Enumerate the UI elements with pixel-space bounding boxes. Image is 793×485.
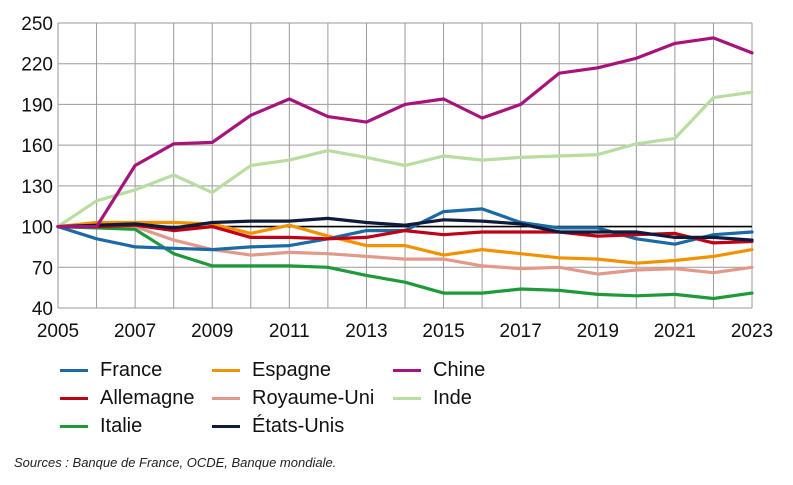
legend-label-inde: Inde (433, 387, 472, 409)
series-line-italie (56, 225, 754, 301)
legend-item-france: France (60, 360, 162, 380)
legend-item-royaume-uni: Royaume-Uni (212, 388, 374, 408)
x-tick-label-2013: 2013 (345, 321, 387, 342)
legend-swatch-espagne (212, 368, 240, 372)
x-tick-label-2017: 2017 (500, 321, 542, 342)
legend-swatch-chine (393, 368, 421, 372)
legend-swatch-inde (393, 396, 421, 400)
legend-item-chine: Chine (393, 360, 485, 380)
legend-swatch-france (60, 368, 88, 372)
x-tick-label-2009: 2009 (191, 321, 233, 342)
y-tick-label-160: 160 (21, 136, 53, 157)
source-note: Sources : Banque de France, OCDE, Banque… (14, 455, 337, 470)
legend-item-allemagne: Allemagne (60, 388, 195, 408)
series-line-chine (56, 36, 754, 229)
legend-item-inde: Inde (393, 388, 472, 408)
y-tick-label-190: 190 (21, 95, 53, 116)
legend-label-france: France (100, 359, 163, 381)
legend-item-espagne: Espagne (212, 360, 331, 380)
series-line-espagne (56, 220, 754, 265)
y-tick-label-250: 250 (21, 14, 53, 35)
x-tick-label-2021: 2021 (654, 321, 696, 342)
legend-swatch-etats-unis (212, 424, 240, 428)
x-tick-label-2023: 2023 (731, 321, 773, 342)
series-line-inde (56, 90, 754, 229)
line-chart: 40 70 100 130 160 190 220 250 2005 2007 2009 2011 20… (21, 14, 773, 342)
y-tick-label-70: 70 (32, 258, 53, 279)
x-tick-label-2007: 2007 (114, 321, 156, 342)
y-tick-label-220: 220 (21, 55, 53, 76)
legend-label-etats-unis: États-Unis (252, 415, 345, 437)
y-tick-label-40: 40 (32, 299, 53, 320)
legend-label-chine: Chine (433, 359, 486, 381)
legend-swatch-italie (60, 424, 88, 428)
y-tick-label-130: 130 (21, 177, 53, 198)
series-line-allemagne (56, 223, 754, 245)
series-line-etats-unis (56, 216, 754, 242)
legend-label-allemagne: Allemagne (100, 387, 195, 409)
legend-swatch-allemagne (60, 396, 88, 400)
legend-label-italie: Italie (100, 415, 143, 437)
legend-item-italie: Italie (60, 416, 142, 436)
x-tick-label-2019: 2019 (577, 321, 619, 342)
x-tick-label-2005: 2005 (37, 321, 79, 342)
legend-label-royaume-uni: Royaume-Uni (252, 387, 375, 409)
legend-label-espagne: Espagne (252, 359, 331, 381)
x-tick-label-2015: 2015 (422, 321, 464, 342)
x-tick-label-2011: 2011 (269, 321, 310, 342)
legend-swatch-royaume-uni (212, 396, 240, 400)
y-tick-label-100: 100 (21, 218, 53, 239)
legend-item-etats-unis: États-Unis (212, 416, 344, 436)
series-line-royaume-uni (56, 225, 754, 276)
legend: France Espagne Chine Allemagne Royaume-U… (0, 348, 793, 438)
